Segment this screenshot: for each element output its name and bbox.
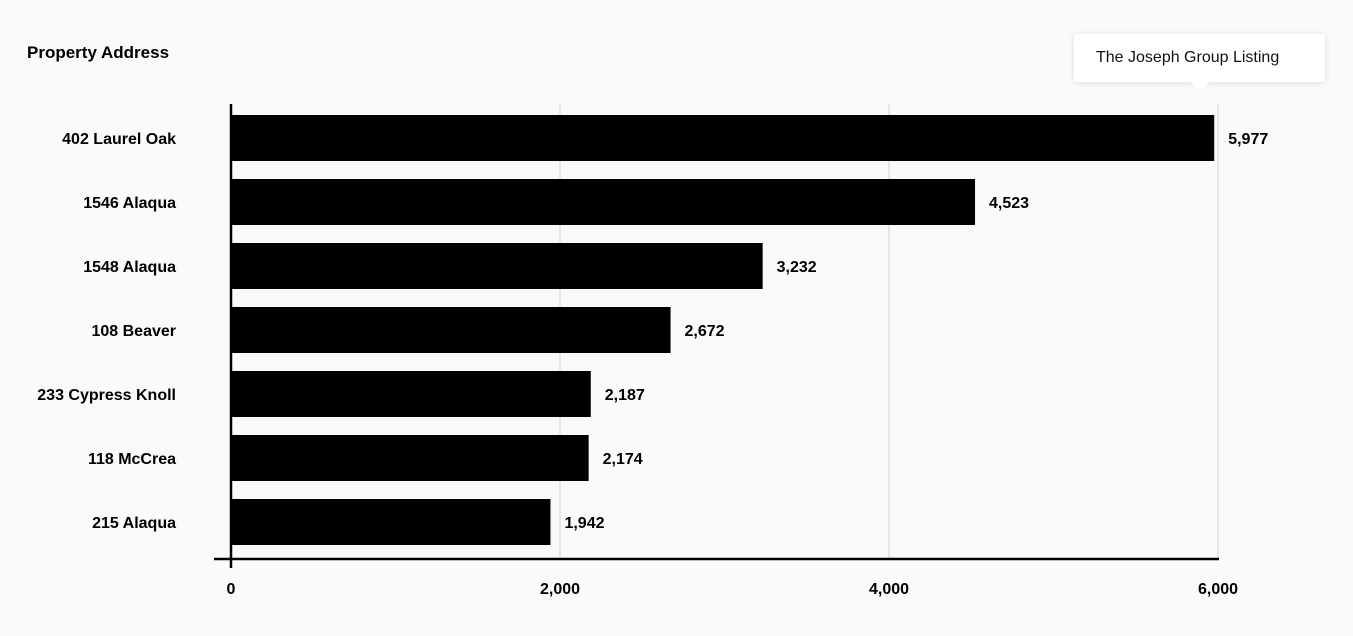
category-label: 215 Alaqua [92, 515, 176, 532]
value-label: 2,174 [603, 451, 643, 468]
bar[interactable] [231, 499, 551, 545]
bar[interactable] [231, 179, 976, 225]
tooltip: The Joseph Group Listing [1074, 34, 1325, 82]
bar[interactable] [231, 307, 671, 353]
category-label: 108 Beaver [91, 323, 176, 340]
value-label: 5,977 [1228, 131, 1268, 148]
bar[interactable] [231, 243, 763, 289]
value-labels: 5,977 4,523 3,232 2,672 2,187 2,174 1,942 [564, 131, 1268, 532]
category-label: 233 Cypress Knoll [37, 387, 176, 404]
category-label: 1546 Alaqua [83, 195, 176, 212]
tooltip-text: The Joseph Group Listing [1096, 49, 1280, 66]
category-label: 1548 Alaqua [83, 259, 176, 276]
y-axis-title: Property Address [27, 43, 169, 62]
category-label: 118 McCrea [88, 451, 176, 468]
bar[interactable] [231, 371, 591, 417]
value-label: 2,672 [685, 323, 725, 340]
tooltip-arrow [1191, 82, 1209, 91]
value-label: 3,232 [777, 259, 817, 276]
bar[interactable] [231, 115, 1215, 161]
value-label: 2,187 [605, 387, 645, 404]
x-tick-label: 2,000 [540, 581, 580, 598]
value-label: 4,523 [989, 195, 1029, 212]
x-tick-label: 4,000 [869, 581, 909, 598]
x-tick-labels: 0 2,000 4,000 6,000 [227, 581, 1239, 598]
bar[interactable] [231, 435, 589, 481]
bars [231, 115, 1215, 545]
category-label: 402 Laurel Oak [62, 131, 176, 148]
value-label: 1,942 [564, 515, 604, 532]
category-labels: 402 Laurel Oak 1546 Alaqua 1548 Alaqua 108 … [37, 131, 176, 532]
x-tick-label: 6,000 [1198, 581, 1238, 598]
x-tick-label: 0 [227, 581, 236, 598]
